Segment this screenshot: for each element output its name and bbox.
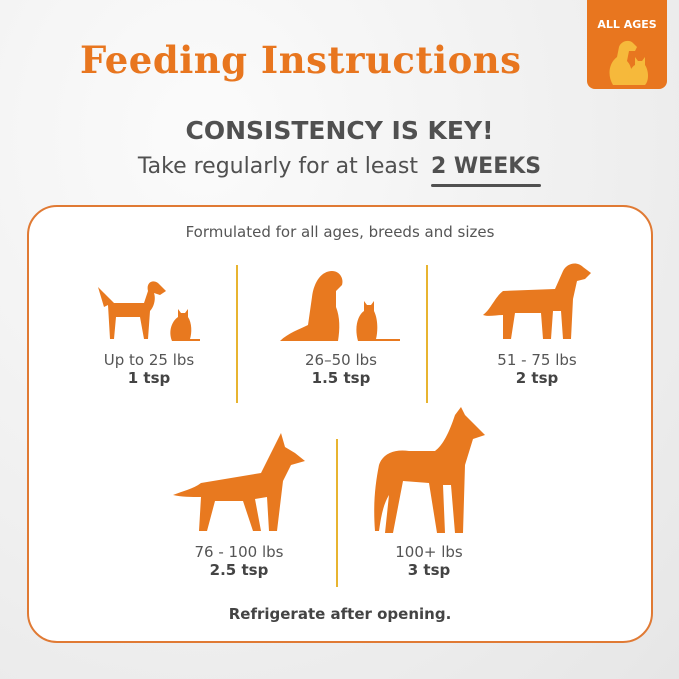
shepherd-dog-icon bbox=[173, 433, 305, 531]
dose-item: 100+ lbs 3 tsp bbox=[339, 405, 519, 579]
weight-label: Up to 25 lbs bbox=[103, 351, 195, 369]
sitting-dog-and-cat-icon bbox=[280, 271, 400, 341]
dose-item: 51 - 75 lbs 2 tsp bbox=[447, 259, 627, 387]
weight-label: 51 - 75 lbs bbox=[497, 351, 577, 369]
duration-emphasis: 2 WEEKS bbox=[430, 154, 542, 187]
storage-note: Refrigerate after opening. bbox=[228, 605, 452, 623]
dog-and-cat-icon bbox=[609, 40, 648, 85]
weight-label: 26–50 lbs bbox=[305, 351, 377, 369]
badge-label: ALL AGES bbox=[597, 18, 657, 31]
underline bbox=[430, 184, 542, 187]
subheadline: Take regularly for at least 2 WEEKS bbox=[0, 154, 679, 187]
dose-item: Up to 25 lbs 1 tsp bbox=[59, 277, 239, 387]
dose-value: 2.5 tsp bbox=[209, 561, 269, 579]
dose-value: 3 tsp bbox=[407, 561, 451, 579]
dose-item: 76 - 100 lbs 2.5 tsp bbox=[149, 431, 329, 579]
intro-text: Formulated for all ages, breeds and size… bbox=[185, 223, 495, 241]
labrador-icon bbox=[483, 263, 591, 339]
page-title: Feeding Instructions bbox=[80, 38, 522, 82]
dose-value: 2 tsp bbox=[515, 369, 559, 387]
dose-item: 26–50 lbs 1.5 tsp bbox=[251, 267, 431, 387]
all-ages-badge: ALL AGES bbox=[587, 0, 667, 89]
dosage-card: Formulated for all ages, breeds and size… bbox=[27, 205, 653, 643]
dose-value: 1.5 tsp bbox=[311, 369, 371, 387]
great-dane-icon bbox=[374, 407, 485, 533]
subheadline-text: Take regularly for at least bbox=[137, 154, 418, 179]
divider bbox=[426, 265, 428, 403]
weight-label: 100+ lbs bbox=[395, 543, 463, 561]
dose-value: 1 tsp bbox=[127, 369, 171, 387]
small-dog-and-cat-icon bbox=[98, 281, 200, 341]
divider bbox=[336, 439, 338, 587]
weight-label: 76 - 100 lbs bbox=[194, 543, 284, 561]
divider bbox=[236, 265, 238, 403]
headline: CONSISTENCY IS KEY! bbox=[185, 116, 494, 145]
duration-text: 2 WEEKS bbox=[430, 154, 542, 179]
